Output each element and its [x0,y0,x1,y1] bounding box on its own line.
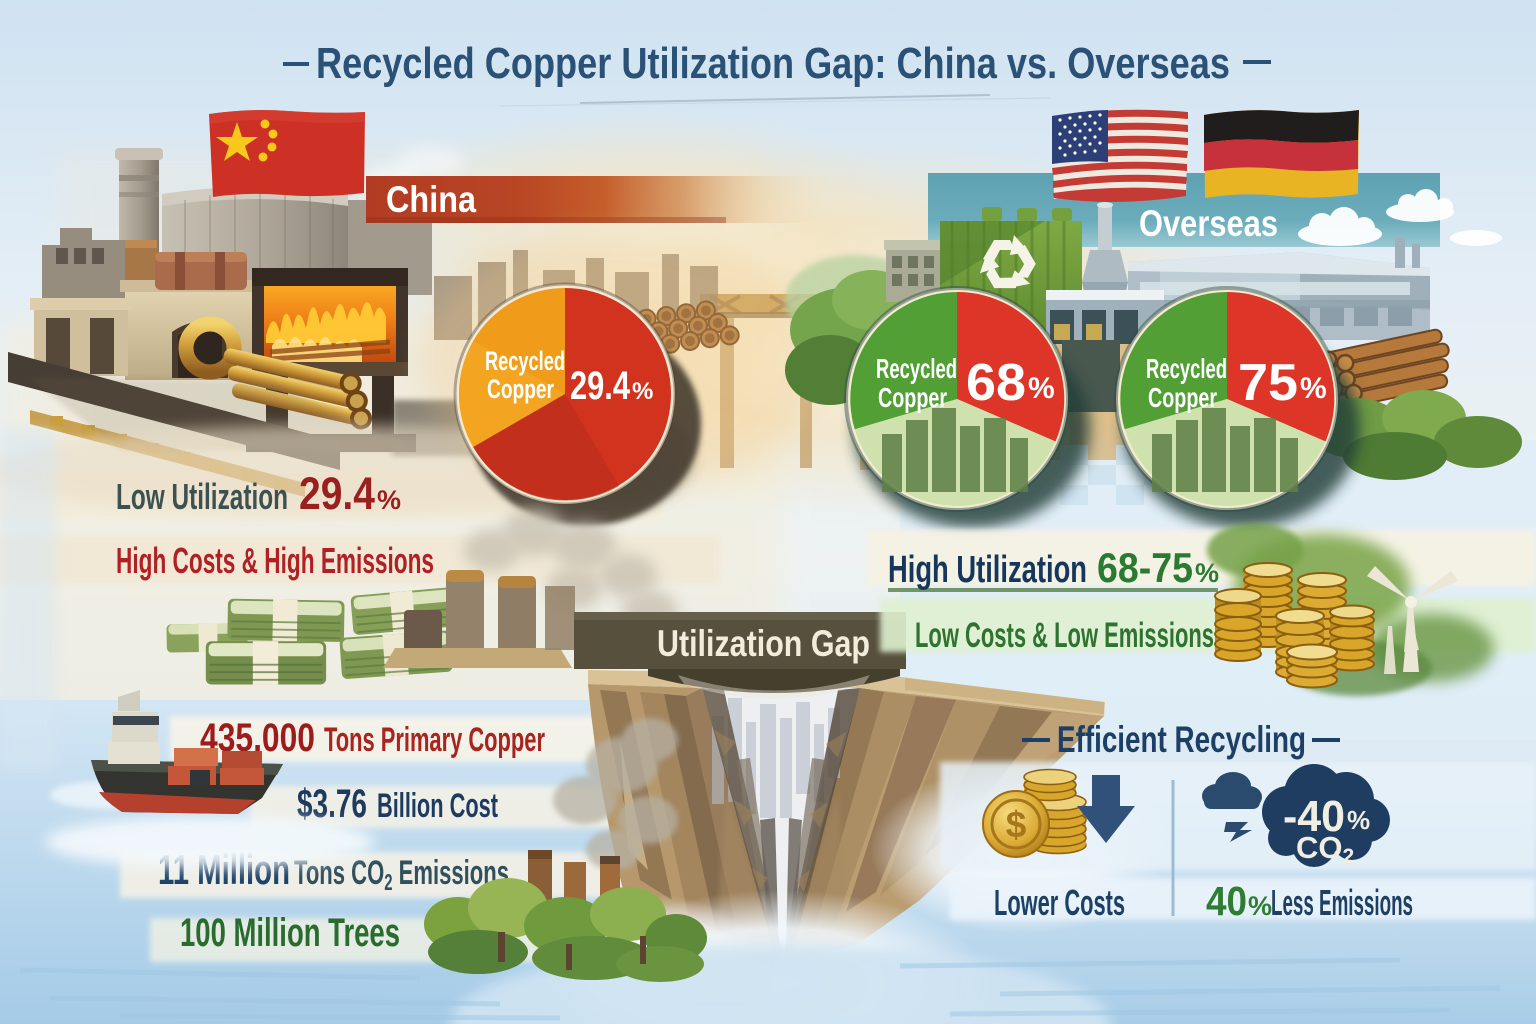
svg-text:Recycled Copper Utilization Ga: Recycled Copper Utilization Gap: China v… [316,39,1230,88]
svg-text:$3.76: $3.76 [297,782,367,826]
svg-text:Recycled: Recycled [876,353,957,384]
svg-text:%: % [1300,372,1327,405]
svg-text:Tons Primary Copper: Tons Primary Copper [324,721,545,759]
svg-text:75: 75 [1238,354,1298,412]
svg-text:29.4: 29.4 [570,364,631,408]
svg-text:29.4: 29.4 [299,468,375,519]
svg-text:Lower Costs: Lower Costs [994,882,1125,923]
svg-text:Low Costs & Low Emissions: Low Costs & Low Emissions [915,616,1214,655]
svg-text:68-75: 68-75 [1097,544,1193,591]
svg-text:CO2: CO2 [1296,830,1354,868]
svg-text:Billion Cost: Billion Cost [377,787,498,825]
svg-text:%: % [1347,805,1370,835]
svg-text:%: % [1028,372,1055,405]
svg-text:100 Million Trees: 100 Million Trees [180,911,400,955]
svg-text:Low Utilization: Low Utilization [116,476,288,517]
svg-text:%: % [632,378,653,405]
svg-text:Recycled: Recycled [485,346,565,376]
svg-text:Overseas: Overseas [1139,203,1278,244]
svg-text:Less Emissions: Less Emissions [1271,882,1413,923]
svg-text:Copper: Copper [487,374,554,404]
svg-text:%: % [1248,891,1272,921]
svg-text:Copper: Copper [1148,382,1217,413]
svg-text:40: 40 [1206,878,1247,924]
svg-text:$: $ [1006,804,1027,845]
svg-text:Efficient Recycling: Efficient Recycling [1057,719,1306,760]
svg-text:High Costs & High Emissions: High Costs & High Emissions [116,540,434,581]
svg-text:Utilization Gap: Utilization Gap [657,623,870,664]
svg-text:-40: -40 [1283,792,1345,841]
svg-text:Copper: Copper [878,382,947,413]
svg-text:68: 68 [966,354,1026,412]
svg-text:%: % [377,485,401,515]
svg-text:High Utilization: High Utilization [888,549,1087,591]
svg-text:China: China [386,179,476,220]
svg-text:Recycled: Recycled [1146,353,1227,384]
